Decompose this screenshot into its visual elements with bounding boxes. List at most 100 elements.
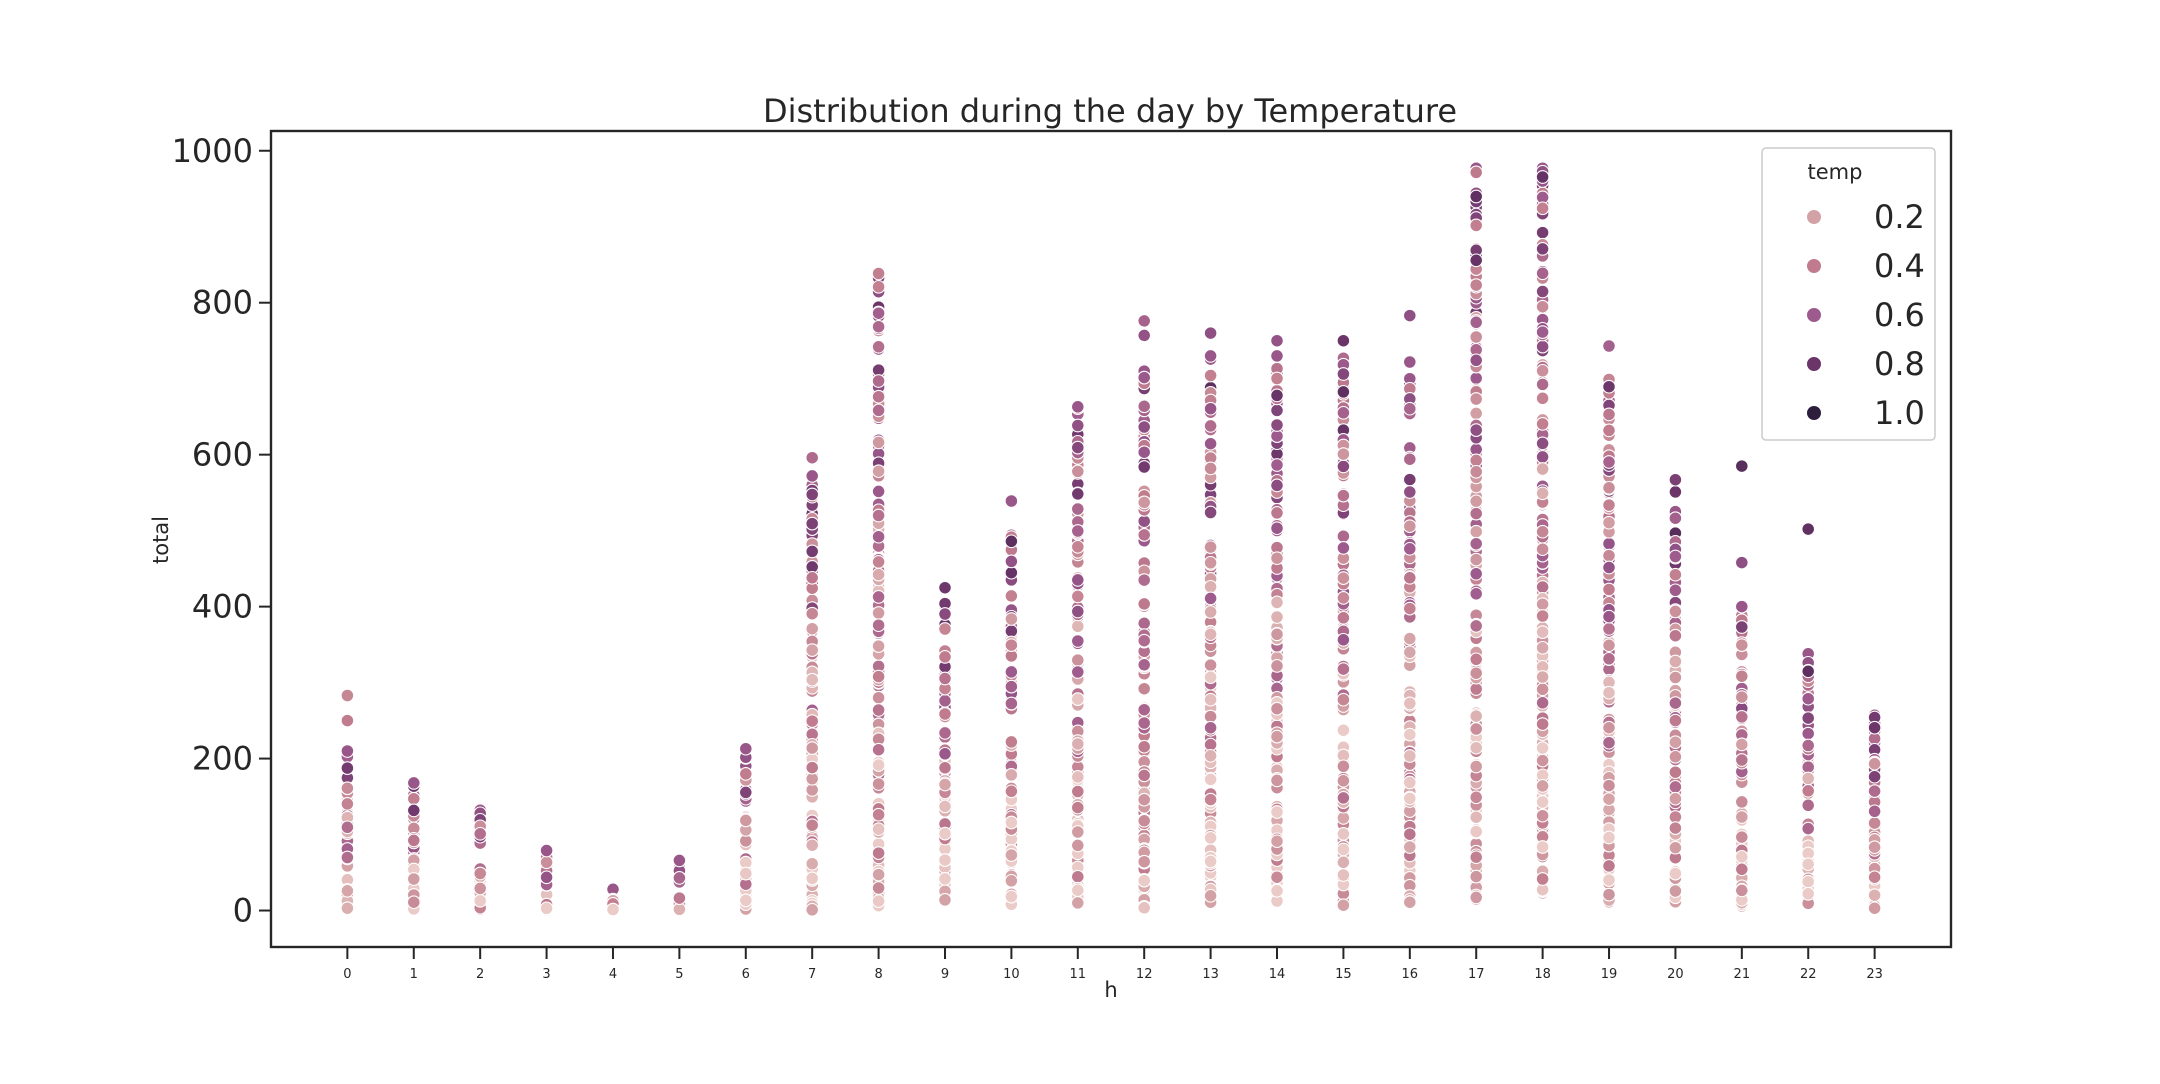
data-point [473, 866, 488, 881]
data-point [1070, 838, 1085, 853]
data-point [1734, 690, 1749, 704]
data-point [1203, 772, 1218, 787]
data-point [1336, 855, 1351, 870]
hour-column-11 [1070, 399, 1085, 910]
x-tick-label: 17 [1468, 967, 1485, 982]
data-point [805, 643, 820, 657]
data-point [340, 781, 355, 796]
data-point [1203, 401, 1218, 416]
data-point [1004, 554, 1019, 569]
data-point [1004, 612, 1019, 626]
data-point [1070, 619, 1085, 634]
data-point [1535, 417, 1550, 431]
data-point [1535, 741, 1550, 755]
x-tick-label: 7 [808, 967, 816, 982]
data-point [1867, 804, 1882, 819]
data-point [1070, 604, 1085, 619]
data-point [1137, 616, 1152, 631]
data-point [1336, 662, 1351, 676]
data-point-outlier [1203, 326, 1218, 340]
data-point [1801, 886, 1816, 901]
data-point [1203, 349, 1218, 363]
data-point [1004, 624, 1019, 638]
data-point [1203, 461, 1218, 476]
x-tick-label: 23 [1866, 967, 1883, 982]
data-point [871, 777, 886, 791]
data-point [606, 902, 620, 917]
data-point [1535, 597, 1550, 612]
y-tick-label: 0 [233, 892, 253, 930]
data-point-outlier [1137, 314, 1152, 328]
data-point [1137, 854, 1152, 869]
hour-column-12 [1137, 314, 1152, 916]
data-point [1402, 601, 1417, 616]
data-point [1270, 521, 1284, 536]
data-point [672, 871, 687, 885]
data-point [938, 799, 952, 814]
data-point [340, 744, 355, 758]
data-point [871, 529, 886, 544]
data-point [1004, 848, 1019, 862]
data-point [1734, 830, 1749, 844]
data-point [1270, 371, 1284, 386]
data-point [1668, 670, 1683, 685]
data-point-outlier [1668, 472, 1683, 487]
data-point [1402, 895, 1417, 910]
data-point [1535, 325, 1550, 339]
hour-column-16 [1402, 308, 1417, 910]
data-point [938, 853, 952, 867]
data-point [938, 671, 952, 686]
data-point [1734, 710, 1749, 724]
data-point [871, 306, 886, 321]
data-point [1469, 165, 1484, 180]
data-point-outlier [1137, 328, 1152, 343]
data-point [1469, 524, 1484, 539]
data-point [1734, 620, 1749, 634]
x-tick-label: 14 [1269, 967, 1286, 982]
x-axis-label: h [1104, 978, 1117, 1002]
data-point [406, 776, 421, 790]
data-point [805, 606, 820, 621]
hour-column-9 [938, 580, 952, 907]
data-point [1402, 519, 1417, 534]
hour-column-19 [1602, 339, 1616, 910]
data-point [871, 464, 886, 479]
data-point [1734, 883, 1749, 898]
x-tick-label: 4 [609, 967, 617, 982]
data-point [1336, 610, 1351, 625]
data-point [1535, 225, 1550, 240]
data-point [1469, 869, 1484, 884]
data-point [1535, 524, 1550, 539]
data-point [1535, 682, 1550, 697]
data-point [805, 714, 820, 728]
data-point [1602, 638, 1616, 653]
data-point [1469, 371, 1484, 386]
data-point [1469, 586, 1484, 601]
data-point [1270, 610, 1284, 624]
data-point [539, 843, 554, 858]
x-tick-label: 16 [1402, 967, 1419, 982]
x-tick-label: 6 [742, 967, 750, 982]
data-point [1402, 472, 1417, 487]
legend-entries: 0.2 0.4 0.6 0.8 1.0 [1806, 198, 1925, 432]
data-point [1469, 406, 1484, 421]
data-point [871, 484, 886, 499]
data-point [1070, 589, 1085, 604]
data-point [1867, 720, 1882, 735]
data-point [938, 746, 952, 761]
data-point [805, 621, 820, 636]
data-point [1668, 628, 1683, 643]
data-point [1535, 808, 1550, 823]
data-point [1602, 859, 1616, 873]
data-point [871, 703, 886, 717]
data-point [1203, 436, 1218, 451]
data-point [1270, 701, 1284, 716]
x-tick-label: 2 [476, 967, 484, 982]
hour-column-23 [1867, 708, 1882, 916]
hour-column-22 [1801, 522, 1816, 911]
data-point [871, 508, 886, 523]
data-point [805, 741, 820, 755]
data-point [1535, 170, 1550, 184]
x-tick-label: 9 [941, 967, 949, 982]
